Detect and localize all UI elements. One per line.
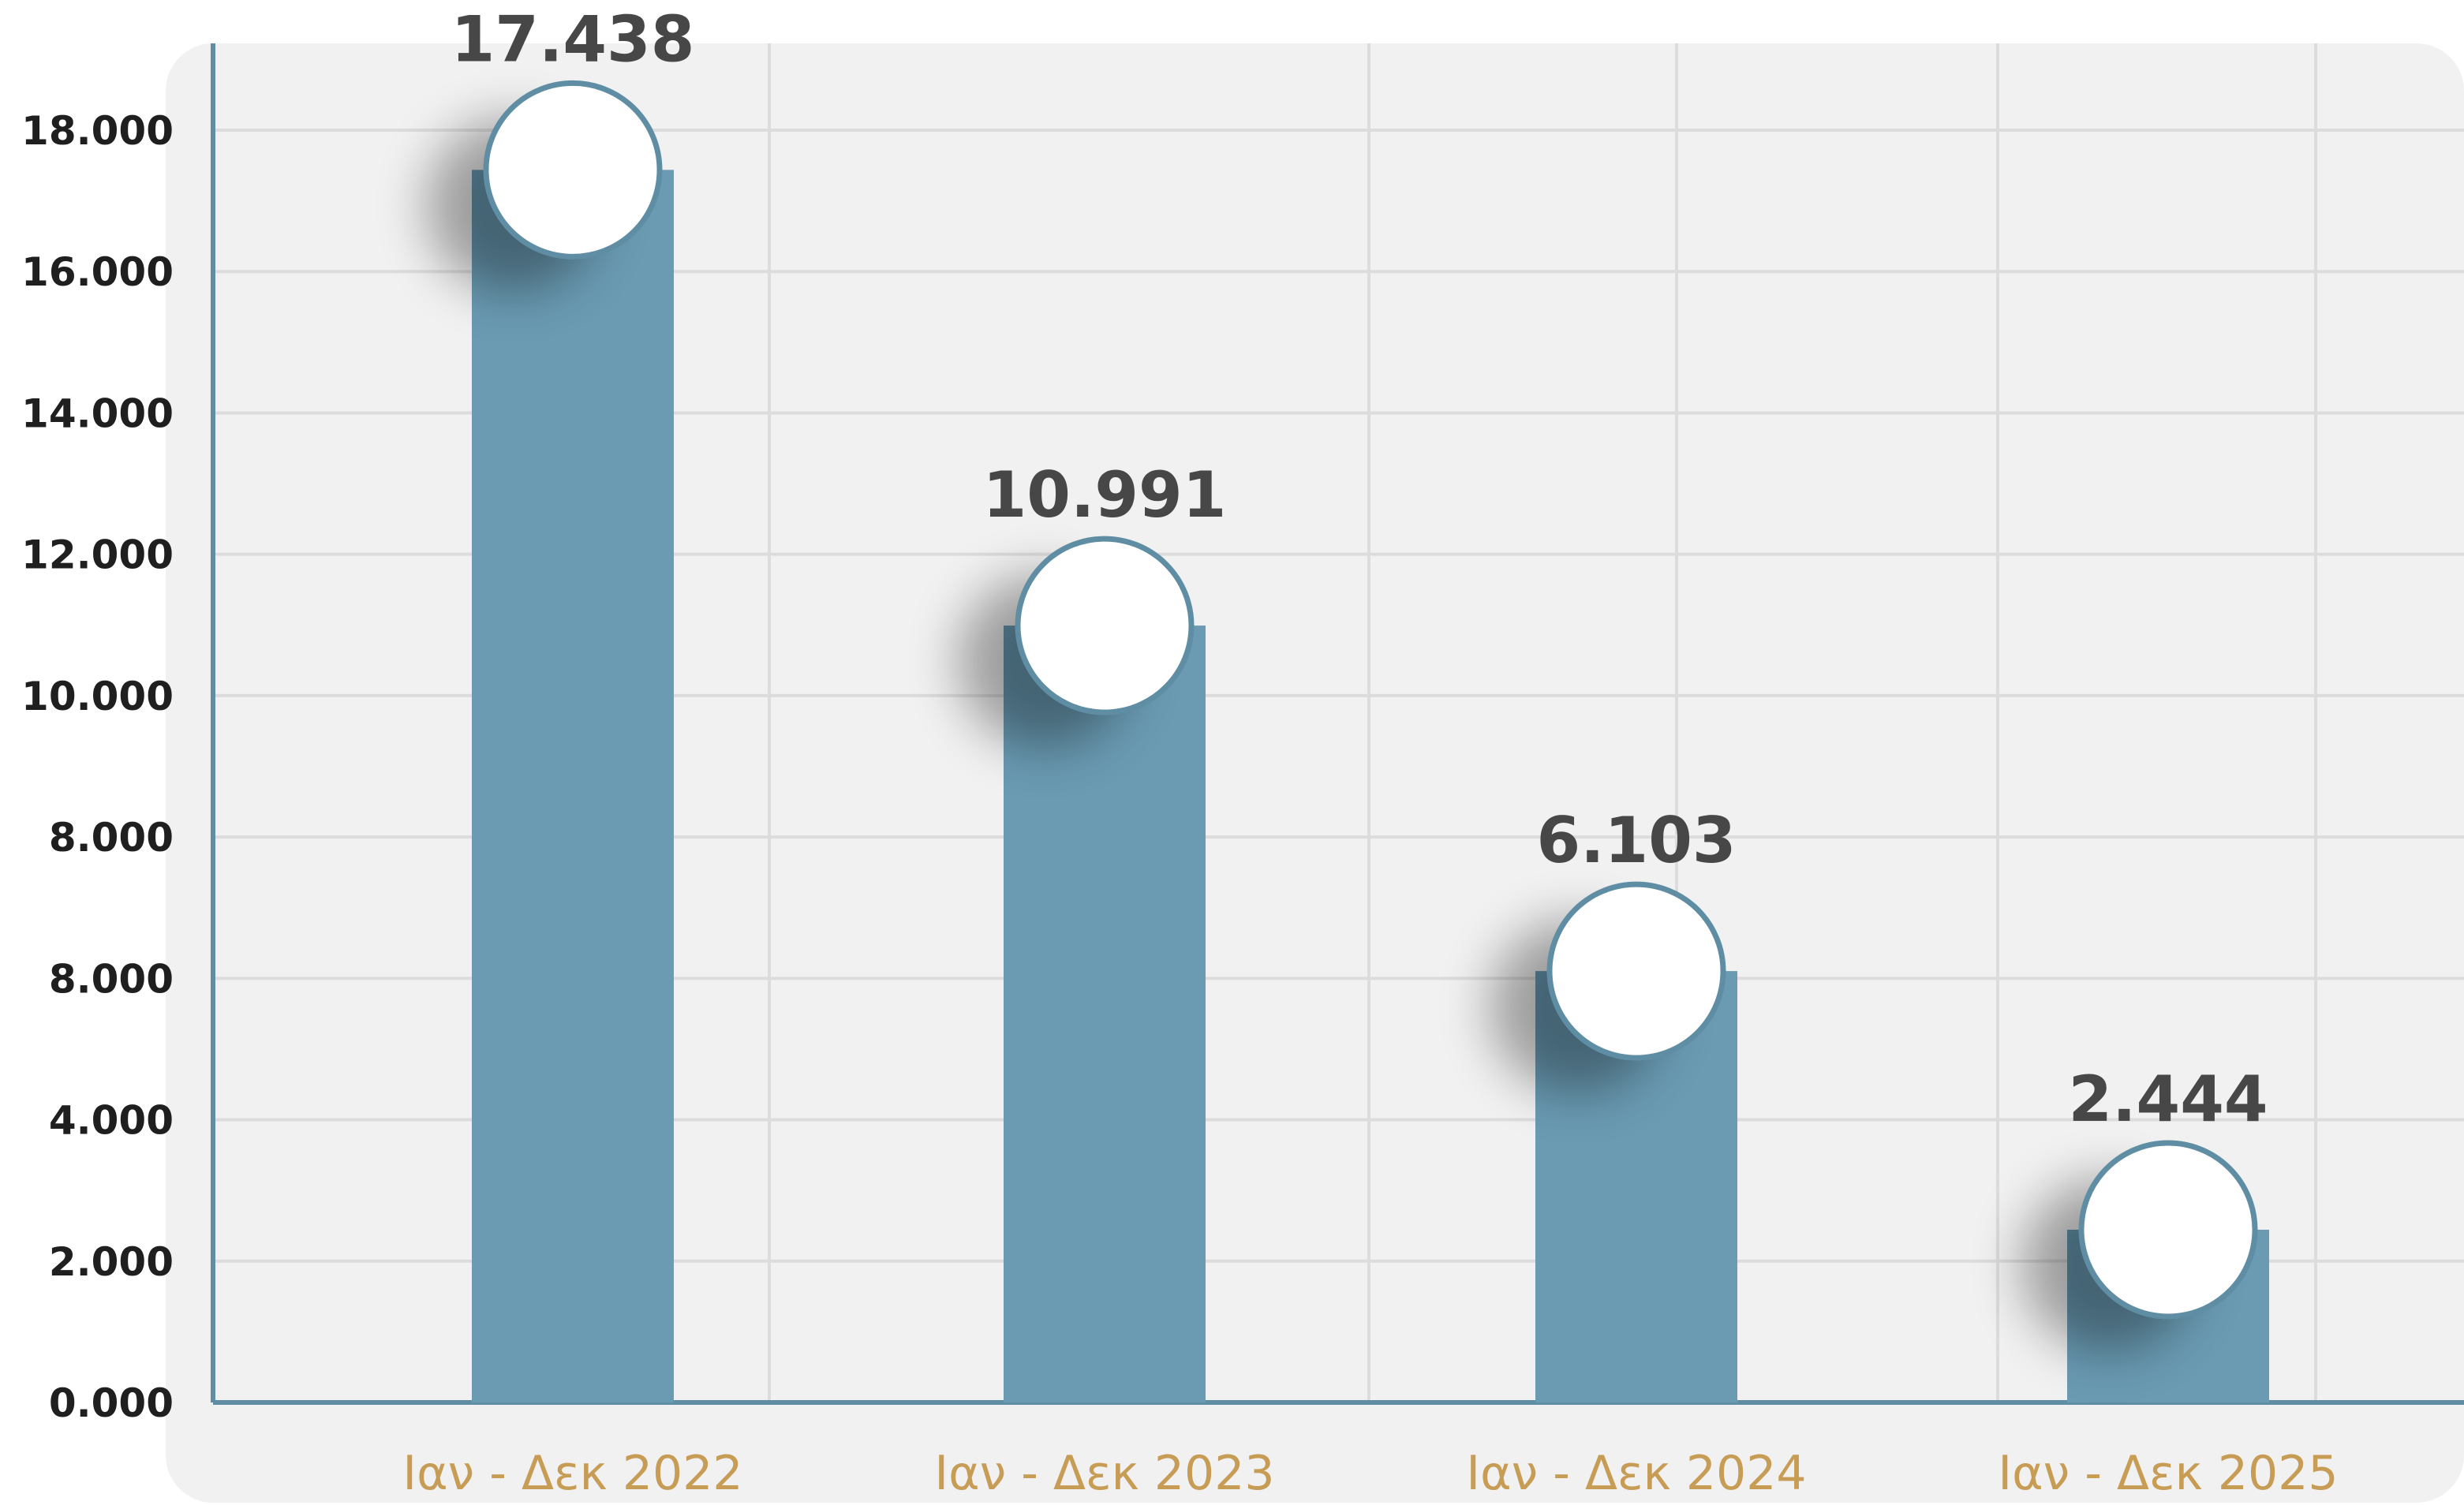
y-axis-tick-labels: 0.000 2.000 4.000 8.000 8.000 10.000 12.000 14.… bbox=[21, 108, 174, 1426]
bar-value-label: 10.991 bbox=[983, 458, 1227, 532]
y-tick-label: 8.000 bbox=[49, 956, 174, 1002]
bar-marker bbox=[1546, 881, 1726, 1061]
bar bbox=[472, 170, 674, 1402]
y-tick-label: 4.000 bbox=[49, 1098, 174, 1144]
y-tick-label: 0.000 bbox=[49, 1380, 174, 1426]
y-tick-label: 8.000 bbox=[49, 815, 174, 861]
y-tick-label: 12.000 bbox=[21, 532, 174, 578]
y-tick-label: 10.000 bbox=[21, 674, 174, 719]
y-tick-label: 18.000 bbox=[21, 108, 174, 154]
bars: 17.438 10.991 6.103 2.444 bbox=[427, 2, 2269, 1402]
y-tick-label: 2.000 bbox=[49, 1239, 174, 1285]
x-category-label: Ιαν - Δεκ 2024 bbox=[1466, 1446, 1806, 1501]
bar-value-label: 2.444 bbox=[2068, 1062, 2268, 1136]
y-tick-label: 16.000 bbox=[21, 249, 174, 295]
bar-value-label: 17.438 bbox=[451, 2, 695, 76]
x-category-label: Ιαν - Δεκ 2022 bbox=[402, 1446, 742, 1501]
bar-marker bbox=[1015, 536, 1195, 715]
bar bbox=[1004, 626, 1206, 1402]
x-axis-category-labels: Ιαν - Δεκ 2022 Ιαν - Δεκ 2023 Ιαν - Δεκ 20… bbox=[402, 1446, 2338, 1501]
bar-marker bbox=[2078, 1140, 2258, 1320]
x-category-label: Ιαν - Δεκ 2025 bbox=[1998, 1446, 2338, 1501]
y-tick-label: 14.000 bbox=[21, 390, 174, 436]
plot-background bbox=[166, 43, 2464, 1503]
x-category-label: Ιαν - Δεκ 2023 bbox=[934, 1446, 1274, 1501]
bar-marker bbox=[483, 80, 663, 260]
bar-value-label: 6.103 bbox=[1536, 804, 1736, 877]
